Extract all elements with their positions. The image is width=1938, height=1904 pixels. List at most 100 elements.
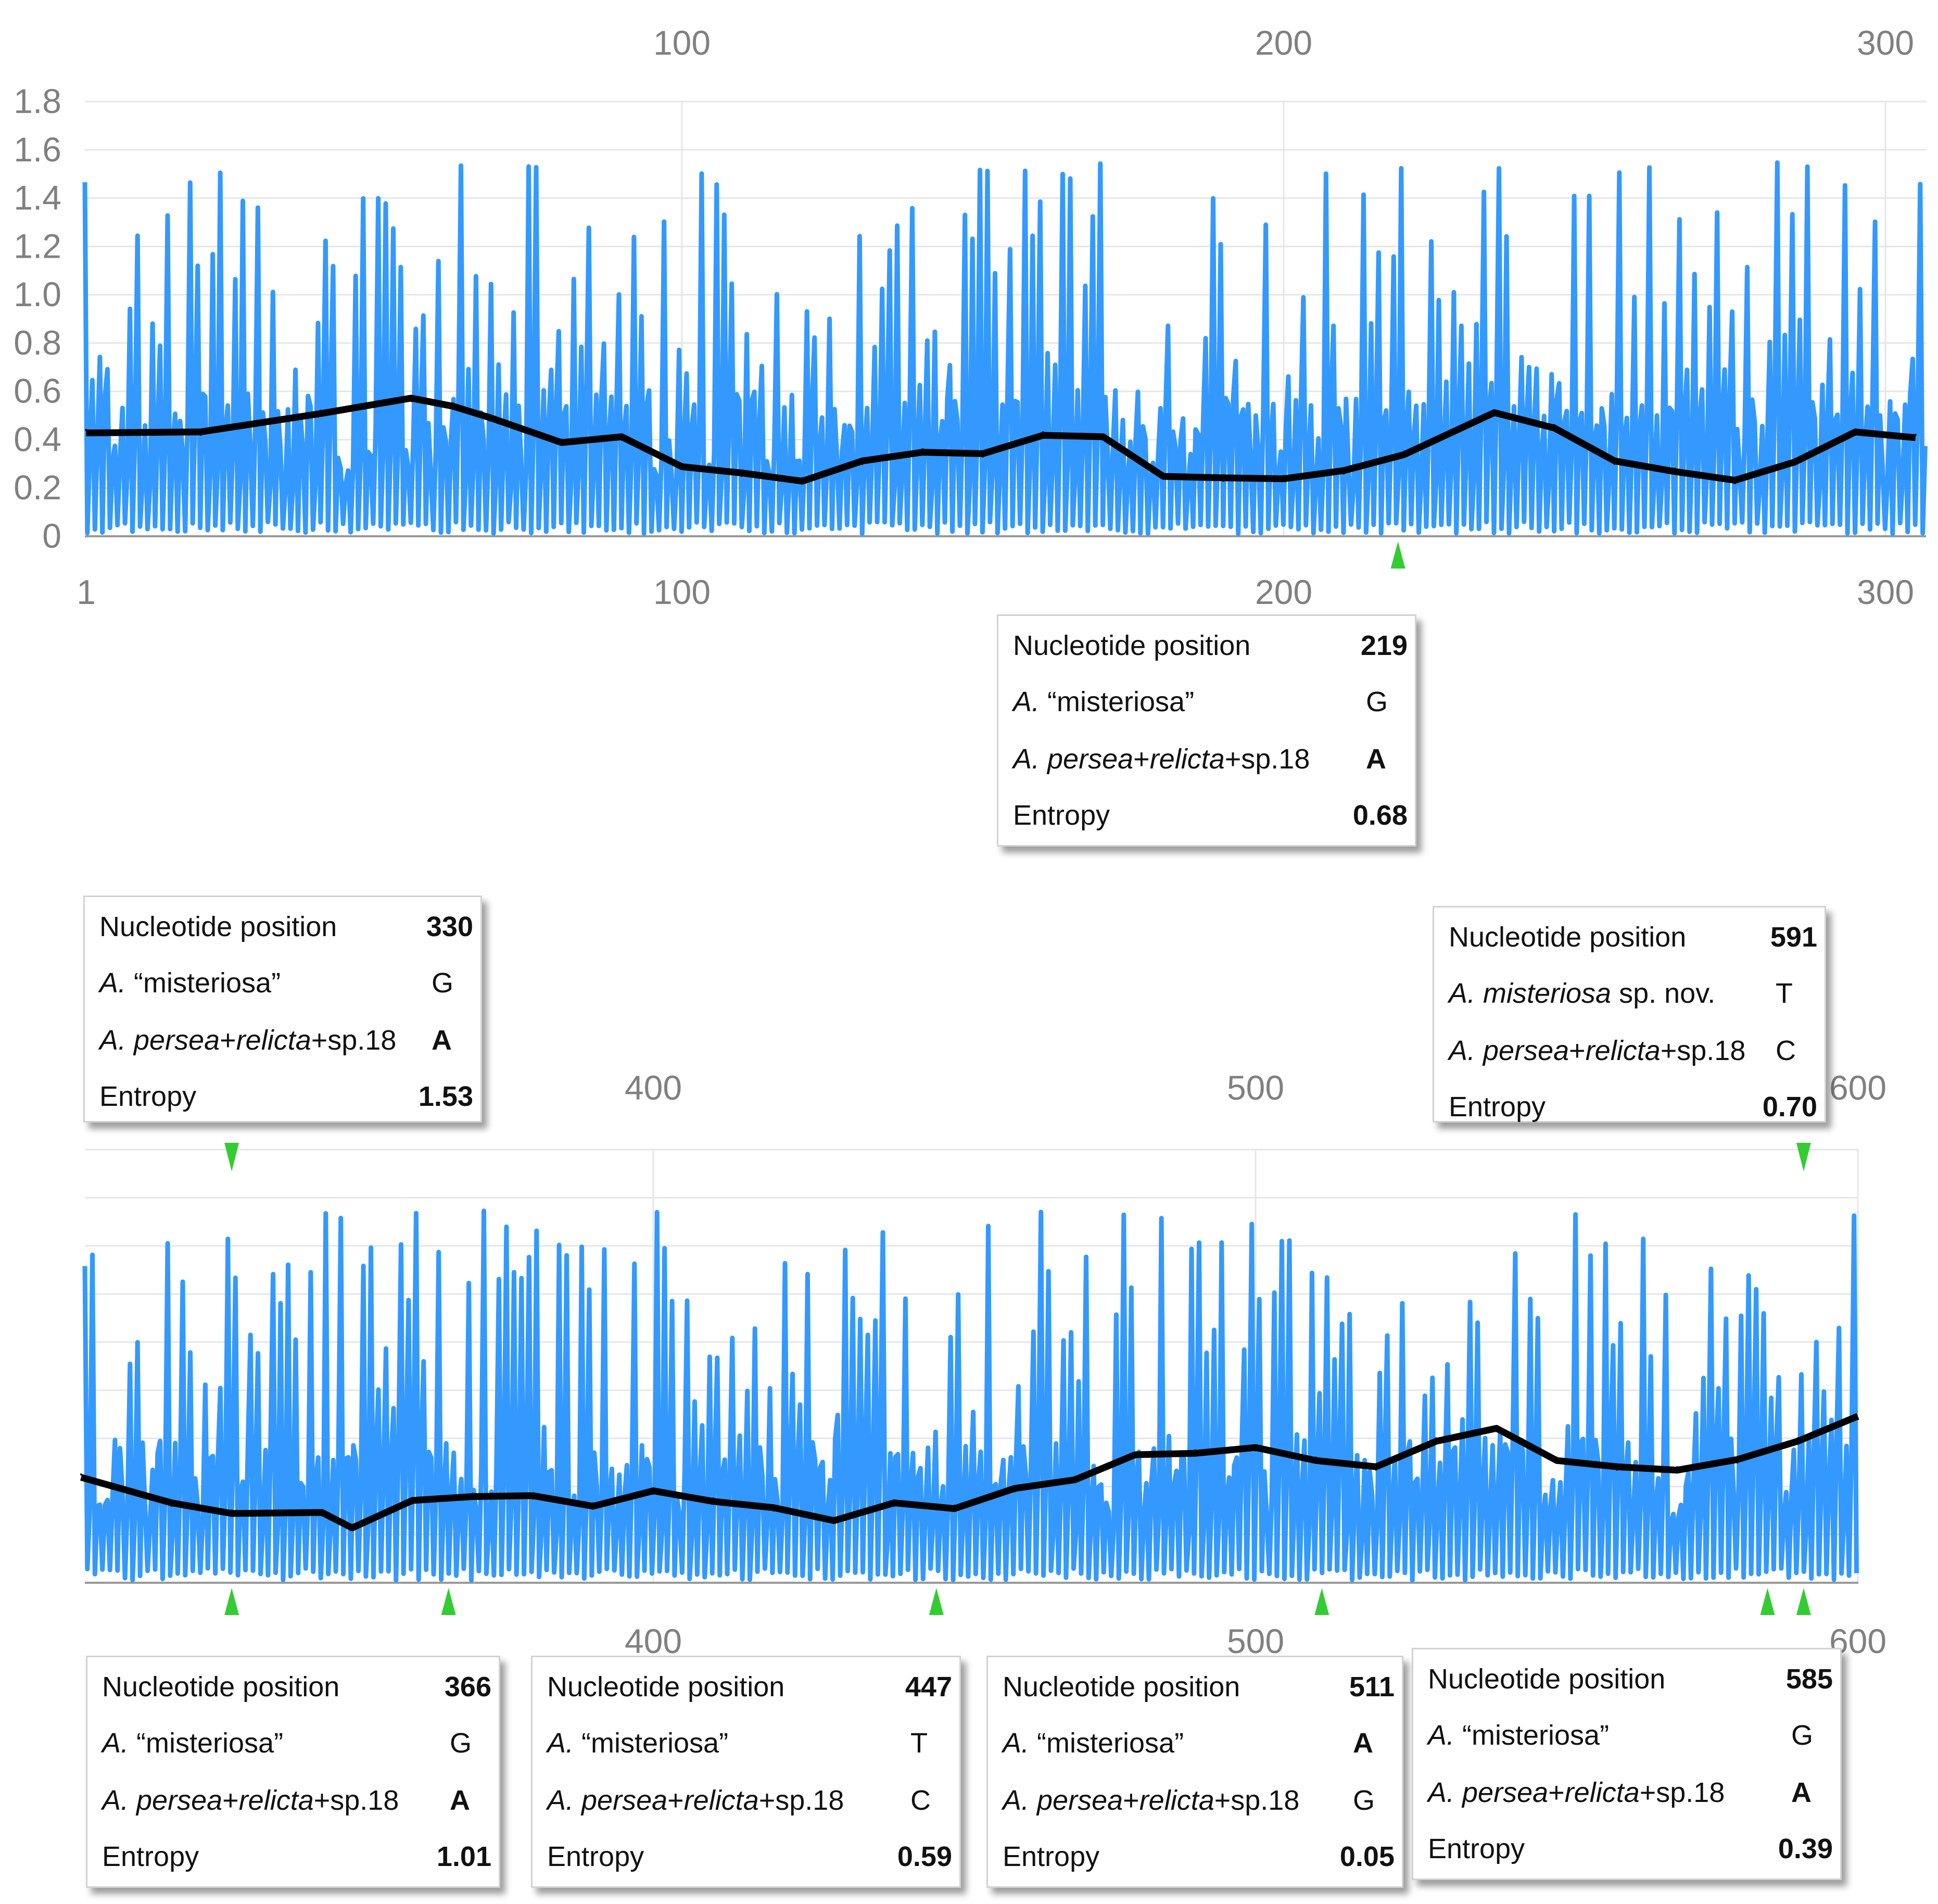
average-entropy-point xyxy=(471,1492,474,1495)
tooltip-label-species-2: A. persea+relicta+sp.18 xyxy=(102,1785,399,1816)
tooltip-position-366: Nucleotide position 366 A. “misteriosa” … xyxy=(86,1656,500,1888)
y-tick-label: 0.2 xyxy=(14,468,61,507)
average-entropy-point xyxy=(1314,1456,1317,1459)
x-tick-label-bottom: 1 xyxy=(77,573,96,611)
tooltip-label-position: Nucleotide position xyxy=(1449,922,1687,953)
y-tick-label: 1.0 xyxy=(14,275,61,313)
average-entropy-point xyxy=(1493,414,1496,417)
series-per-site-entropy-line xyxy=(82,160,1928,536)
average-entropy-point xyxy=(1403,450,1405,453)
tooltip-label-position: Nucleotide position xyxy=(102,1671,340,1703)
average-entropy-point xyxy=(531,1497,534,1500)
average-entropy-point xyxy=(1014,1490,1016,1493)
average-entropy-point xyxy=(1435,1437,1438,1440)
average-entropy-point xyxy=(1222,480,1225,482)
tooltip-value-position: 511 xyxy=(1349,1671,1395,1703)
average-entropy-point xyxy=(1342,472,1345,475)
y-tick-label: 1.4 xyxy=(14,179,61,217)
average-entropy-point xyxy=(199,434,202,436)
tooltip-label-species-2: A. persea+relicta+sp.18 xyxy=(1013,743,1310,775)
tooltip-position-585: Nucleotide position 585 A. “misteriosa” … xyxy=(1412,1648,1842,1880)
position-marker-top xyxy=(224,1143,239,1171)
y-tick-label: 0.6 xyxy=(14,372,61,410)
tooltip-value-entropy: 1.01 xyxy=(436,1841,491,1872)
y-tick-label: 1.2 xyxy=(14,226,61,265)
tooltip-label-entropy: Entropy xyxy=(1428,1833,1525,1864)
tooltip-label-species-1: A. “misteriosa” xyxy=(102,1728,284,1759)
average-entropy-point xyxy=(452,402,454,405)
x-tick-label-bottom: 500 xyxy=(1227,1622,1284,1660)
average-entropy-point xyxy=(231,1509,233,1512)
tooltip-value-species-1: A xyxy=(1353,1728,1373,1759)
tooltip-value-species-2: C xyxy=(910,1785,931,1816)
tooltip-value-species-1: T xyxy=(910,1728,928,1759)
tooltip-position-591: Nucleotide position 591 A. misteriosa sp… xyxy=(1433,906,1826,1123)
average-entropy-point xyxy=(1255,1449,1257,1452)
average-entropy-point xyxy=(801,477,804,480)
tooltip-value-entropy: 1.53 xyxy=(418,1081,473,1112)
tooltip-value-species-2: A xyxy=(450,1785,470,1816)
position-marker-bottom xyxy=(1390,541,1405,569)
average-entropy-point xyxy=(1676,1466,1678,1469)
average-entropy-point xyxy=(1674,468,1676,470)
average-entropy-point xyxy=(833,1517,835,1519)
average-entropy-point xyxy=(982,455,984,458)
average-entropy-point xyxy=(1102,438,1105,441)
tooltip-label-species-2: A. persea+relicta+sp.18 xyxy=(1449,1035,1746,1066)
tooltip-value-species-2: A xyxy=(1791,1777,1812,1808)
tooltip-label-position: Nucleotide position xyxy=(1428,1663,1666,1695)
x-tick-label-top: 600 xyxy=(1829,1068,1886,1107)
average-entropy-point xyxy=(1794,458,1796,460)
tooltip-value-entropy: 0.70 xyxy=(1762,1091,1817,1123)
x-tick-label-top: 200 xyxy=(1255,23,1312,62)
tooltip-label-species-1: A. “misteriosa” xyxy=(1013,686,1195,717)
position-marker-bottom xyxy=(1796,1588,1811,1615)
x-tick-label-bottom: 100 xyxy=(653,573,711,611)
tooltip-label-entropy: Entropy xyxy=(1013,800,1110,831)
average-entropy-point xyxy=(1553,424,1556,426)
position-marker-bottom xyxy=(929,1588,944,1615)
average-entropy-point xyxy=(772,1509,775,1512)
tooltip-value-position: 591 xyxy=(1770,922,1817,953)
tooltip-value-species-2: G xyxy=(1353,1785,1375,1816)
tooltip-value-position: 585 xyxy=(1785,1663,1833,1695)
y-tick-label: 0.8 xyxy=(14,323,61,362)
y-tick-label: 1.6 xyxy=(14,130,61,169)
average-entropy-point xyxy=(1854,434,1857,436)
tooltip-value-position: 219 xyxy=(1360,630,1408,661)
average-entropy-point xyxy=(1162,472,1164,475)
average-entropy-point xyxy=(320,409,322,412)
average-entropy-point xyxy=(652,1492,654,1495)
tooltip-value-entropy: 0.39 xyxy=(1778,1833,1833,1864)
tooltip-label-position: Nucleotide position xyxy=(547,1671,785,1703)
tooltip-label-position: Nucleotide position xyxy=(99,911,337,942)
tooltip-position-447: Nucleotide position 447 A. “misteriosa” … xyxy=(531,1656,961,1888)
tooltip-label-entropy: Entropy xyxy=(547,1841,644,1872)
average-entropy-point xyxy=(741,475,743,477)
tooltip-value-species-1: G xyxy=(432,967,454,999)
average-entropy-point xyxy=(1555,1456,1558,1459)
series-average-entropy-line xyxy=(86,395,1916,485)
tooltip-label-entropy: Entropy xyxy=(1449,1091,1546,1123)
average-entropy-point xyxy=(861,462,864,465)
y-tick-label: 0.4 xyxy=(14,420,61,458)
x-tick-label-bottom: 400 xyxy=(625,1622,682,1660)
tooltip-label-species-2: A. persea+relicta+sp.18 xyxy=(547,1785,844,1816)
tooltip-label-position: Nucleotide position xyxy=(1003,1671,1240,1703)
average-entropy-point xyxy=(1734,482,1736,484)
tooltip-value-entropy: 0.68 xyxy=(1352,800,1408,831)
average-entropy-point xyxy=(411,1502,414,1505)
x-tick-label-top: 500 xyxy=(1227,1068,1284,1107)
tooltip-label-species-1: A. “misteriosa” xyxy=(547,1728,729,1759)
average-entropy-point xyxy=(953,1505,956,1507)
tooltip-label-species-2: A. persea+relicta+sp.18 xyxy=(99,1025,397,1056)
average-entropy-point xyxy=(1495,1430,1498,1432)
average-entropy-point xyxy=(1073,1476,1076,1478)
average-entropy-point xyxy=(410,400,412,402)
average-entropy-point xyxy=(1134,1456,1136,1459)
tooltip-label-species-1: A. “misteriosa” xyxy=(1428,1720,1610,1751)
tooltip-value-species-2: A xyxy=(1366,743,1386,775)
tooltip-value-position: 447 xyxy=(905,1671,952,1703)
average-entropy-point xyxy=(921,448,924,450)
average-entropy-point xyxy=(1914,434,1917,436)
